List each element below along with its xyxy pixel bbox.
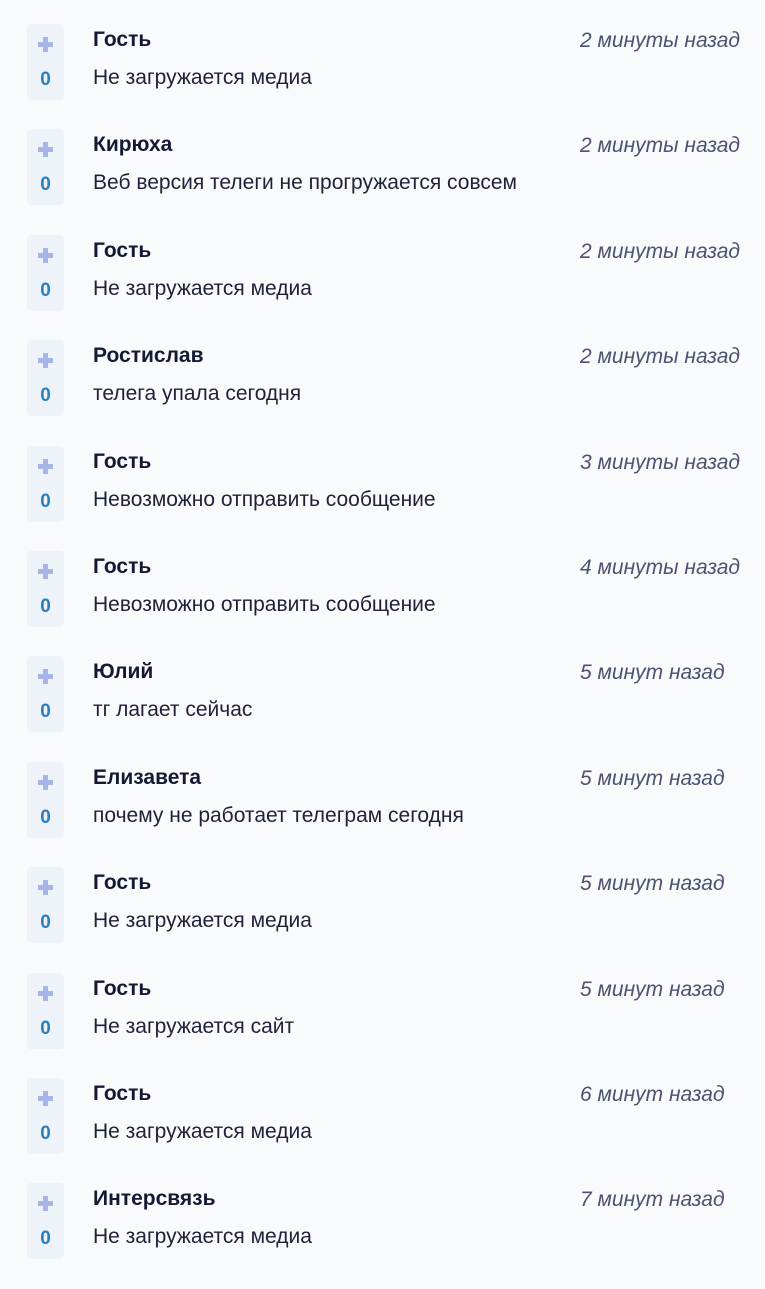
vote-box: 0 xyxy=(27,129,64,206)
comment-text: Невозможно отправить сообщение xyxy=(93,487,436,511)
comment-item: 0 Гость Невозможно отправить сообщение 3… xyxy=(0,445,765,551)
upvote-plus-icon[interactable] xyxy=(38,247,53,263)
upvote-plus-icon[interactable] xyxy=(38,774,53,790)
comment-item: 0 Елизавета почему не работает телеграм … xyxy=(0,761,765,867)
upvote-plus-icon[interactable] xyxy=(38,1090,53,1106)
timestamp: 5 минут назад xyxy=(580,872,725,896)
vote-box: 0 xyxy=(27,761,64,838)
upvote-plus-icon[interactable] xyxy=(38,985,53,1001)
comment-item: 0 Гость Не загружается сайт 5 минут наза… xyxy=(0,972,765,1078)
vote-count: 0 xyxy=(40,1017,51,1039)
comment-text: Веб версия телеги не прогружается совсем xyxy=(93,171,517,195)
upvote-plus-icon[interactable] xyxy=(38,458,53,474)
vote-count: 0 xyxy=(40,279,51,301)
comment-item: 0 Юлий тг лагает сейчас 5 минут назад xyxy=(0,656,765,761)
comment-item: 0 Гость Невозможно отправить сообщение 4… xyxy=(0,550,765,656)
vote-count: 0 xyxy=(40,1228,51,1250)
author-name: Гость xyxy=(93,554,152,578)
comment-text: Не загружается медиа xyxy=(93,909,312,933)
comment-text: Невозможно отправить сообщение xyxy=(93,592,436,616)
timestamp: 5 минут назад xyxy=(580,977,725,1001)
comment-text: почему не работает телеграм сегодня xyxy=(93,803,464,827)
comment-item: 0 Ростислав телега упала сегодня 2 минут… xyxy=(0,340,765,445)
vote-count: 0 xyxy=(40,912,51,934)
vote-box: 0 xyxy=(27,972,64,1049)
timestamp: 7 минут назад xyxy=(580,1188,725,1212)
vote-count: 0 xyxy=(40,806,51,828)
timestamp: 2 минуты назад xyxy=(580,29,741,52)
comment-text: Не загружается медиа xyxy=(93,276,312,300)
upvote-plus-icon[interactable] xyxy=(38,669,53,685)
vote-box: 0 xyxy=(27,24,64,100)
vote-box: 0 xyxy=(27,445,64,522)
timestamp: 5 минут назад xyxy=(580,766,725,790)
vote-count: 0 xyxy=(40,69,51,90)
vote-count: 0 xyxy=(40,174,51,196)
upvote-plus-icon[interactable] xyxy=(38,37,53,52)
timestamp: 3 минуты назад xyxy=(580,450,741,474)
comment-item: 0 Гость Не загружается медиа 5 минут наз… xyxy=(0,867,765,972)
vote-box: 0 xyxy=(27,234,64,311)
comment-text: тг лагает сейчас xyxy=(93,698,253,722)
comment-text: Не загружается медиа xyxy=(93,66,312,89)
author-name: Гость xyxy=(93,28,152,51)
author-name: Гость xyxy=(93,238,152,262)
upvote-plus-icon[interactable] xyxy=(38,1196,53,1212)
vote-box: 0 xyxy=(27,656,64,733)
vote-count: 0 xyxy=(40,490,51,512)
vote-count: 0 xyxy=(40,701,51,723)
author-name: Юлий xyxy=(93,660,154,684)
vote-box: 0 xyxy=(27,1077,64,1154)
author-name: Гость xyxy=(93,1081,152,1105)
comment-text: Не загружается медиа xyxy=(93,1225,312,1249)
vote-count: 0 xyxy=(40,385,51,407)
vote-box: 0 xyxy=(27,550,64,627)
comment-item: 0 Кирюха Веб версия телеги не прогружает… xyxy=(0,129,765,234)
timestamp: 2 минуты назад xyxy=(580,345,741,369)
vote-count: 0 xyxy=(40,1122,51,1144)
author-name: Гость xyxy=(93,449,152,473)
author-name: Интерсвязь xyxy=(93,1187,216,1211)
timestamp: 2 минуты назад xyxy=(580,134,741,158)
author-name: Гость xyxy=(93,871,152,895)
vote-box: 0 xyxy=(27,1183,64,1260)
upvote-plus-icon[interactable] xyxy=(38,142,53,158)
author-name: Ростислав xyxy=(93,344,204,368)
timestamp: 2 минуты назад xyxy=(580,239,741,263)
author-name: Елизавета xyxy=(93,765,202,789)
upvote-plus-icon[interactable] xyxy=(38,353,53,369)
vote-box: 0 xyxy=(27,867,64,944)
comment-item: 0 Гость Не загружается медиа 6 минут наз… xyxy=(0,1077,765,1183)
timestamp: 6 минут назад xyxy=(580,1082,725,1106)
author-name: Гость xyxy=(93,976,152,1000)
comment-text: Не загружается медиа xyxy=(93,1119,312,1143)
comment-text: Не загружается сайт xyxy=(93,1014,295,1038)
comment-text: телега упала сегодня xyxy=(93,382,302,406)
comment-item: 0 Гость Не загружается медиа 2 минуты на… xyxy=(0,24,765,129)
vote-box: 0 xyxy=(27,340,64,417)
upvote-plus-icon[interactable] xyxy=(38,563,53,579)
timestamp: 4 минуты назад xyxy=(580,555,741,579)
comment-item: 0 Интерсвязь Не загружается медиа 7 мину… xyxy=(0,1183,765,1288)
author-name: Кирюха xyxy=(93,133,173,157)
timestamp: 5 минут назад xyxy=(580,661,725,685)
upvote-plus-icon[interactable] xyxy=(38,880,53,896)
comment-item: 0 Гость Не загружается медиа 2 минуты на… xyxy=(0,234,765,340)
vote-count: 0 xyxy=(40,595,51,617)
